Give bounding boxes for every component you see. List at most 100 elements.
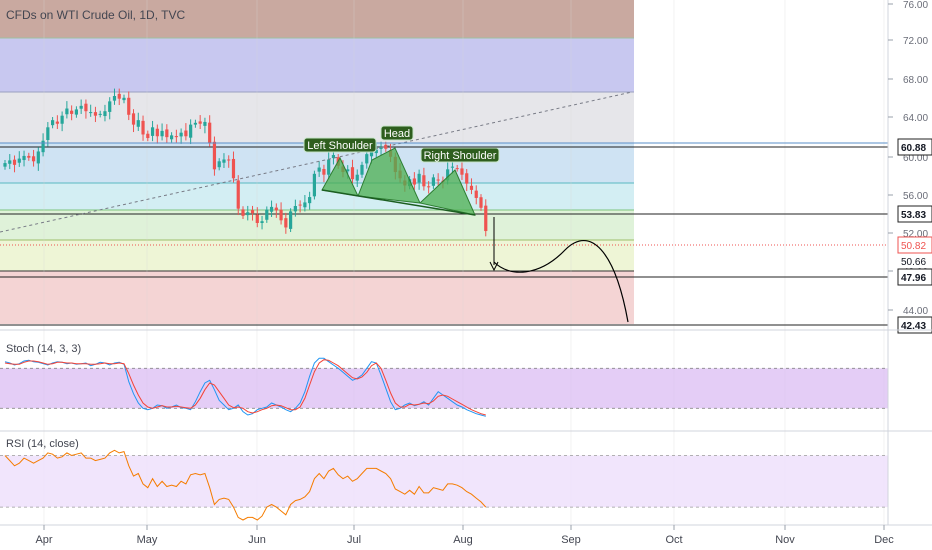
- candle-body: [222, 159, 226, 163]
- candle-body: [279, 209, 283, 221]
- candle-body: [427, 186, 431, 188]
- candle-body: [174, 136, 178, 138]
- candle-body: [41, 140, 45, 153]
- candle-body: [450, 166, 455, 168]
- band-yellow: [0, 240, 634, 271]
- candle-body: [31, 156, 36, 162]
- candle-body: [98, 113, 102, 115]
- annotation-label: Head: [384, 128, 410, 140]
- rsi-band: [0, 455, 888, 508]
- time-tick-label: Apr: [35, 534, 52, 546]
- price-level-box: [897, 205, 932, 223]
- time-tick-label: Jul: [347, 534, 361, 546]
- candle-body: [3, 163, 7, 167]
- candle-body: [8, 160, 12, 164]
- candle-body: [369, 152, 374, 157]
- stoch-k-line: [4, 357, 486, 417]
- horizontal-levels: [0, 146, 900, 326]
- neckline: [321, 189, 476, 216]
- candle-body: [265, 209, 269, 220]
- candle-body: [231, 158, 236, 179]
- candle-body: [350, 167, 355, 180]
- candle-body: [70, 110, 74, 114]
- candle-body: [127, 97, 131, 115]
- gridlines: [43, 0, 885, 525]
- annotation-box: [380, 125, 414, 141]
- candle-body: [460, 168, 464, 175]
- candle-body: [203, 121, 207, 126]
- band-red: [0, 271, 634, 324]
- candle-body: [22, 155, 26, 161]
- price-tick-label: 72.00: [903, 36, 928, 47]
- candle-body: [236, 180, 240, 209]
- candle-body: [365, 154, 369, 164]
- candle-body: [141, 120, 145, 135]
- time-tick-label: Jun: [248, 534, 266, 546]
- annotation-box: [303, 137, 377, 153]
- candle-body: [260, 221, 264, 223]
- band-top: [0, 0, 634, 38]
- candle-body: [74, 109, 78, 115]
- candle-body: [246, 212, 250, 216]
- candle-body: [250, 210, 255, 214]
- candle-body: [303, 202, 307, 208]
- price-level-box: [897, 268, 932, 286]
- candle-body: [312, 173, 316, 197]
- price-level-label: 60.88: [901, 143, 926, 154]
- candle-body: [446, 169, 450, 181]
- price-tick-label: 56.00: [903, 191, 928, 202]
- candle-body: [422, 175, 426, 187]
- candle-body: [474, 190, 478, 198]
- current-price-label: 50.82: [901, 241, 926, 252]
- price-level-label: 53.83: [901, 210, 926, 221]
- pattern-shape: [357, 147, 421, 204]
- candle-body: [112, 96, 117, 101]
- candle-body: [103, 111, 107, 117]
- projection-curve-path: [493, 239, 629, 323]
- candle-body: [289, 211, 293, 229]
- candle-body: [136, 120, 140, 127]
- candle-body: [60, 115, 64, 124]
- candle-body: [293, 206, 297, 212]
- candle-body: [484, 205, 488, 232]
- candle-body: [412, 178, 416, 185]
- candle-body: [93, 112, 98, 116]
- candle-body: [227, 159, 231, 161]
- time-tick-label: Nov: [775, 534, 795, 546]
- current-price-box: [897, 236, 932, 254]
- candle-body: [122, 97, 126, 101]
- candle-body: [155, 128, 159, 137]
- band-green: [0, 210, 634, 240]
- price-tick-label: 44.00: [903, 306, 928, 317]
- candle-body: [241, 209, 245, 216]
- chart-title: CFDs on WTI Crude Oil, 1D, TVC: [6, 8, 185, 22]
- candle-body: [298, 204, 302, 206]
- candle-body: [469, 185, 474, 190]
- candle-body: [374, 149, 378, 154]
- candle-body: [89, 112, 93, 114]
- candle-body: [117, 93, 121, 99]
- time-tick-label: Aug: [453, 534, 473, 546]
- rsi-panel: 75.0050.0025.00: [0, 445, 928, 521]
- time-tick-label: Dec: [874, 534, 894, 546]
- stoch-d-line: [4, 359, 486, 416]
- candle-body: [198, 121, 202, 124]
- candle-body: [12, 159, 17, 165]
- price-tick-label: 64.00: [903, 113, 928, 124]
- candle-body: [274, 207, 278, 211]
- candle-body: [331, 155, 336, 159]
- candle-body: [65, 108, 69, 115]
- candle-body: [193, 122, 197, 125]
- candle-body: [212, 141, 217, 170]
- candle-body: [355, 174, 359, 181]
- candle-body: [189, 124, 193, 138]
- candle-body: [108, 101, 112, 112]
- price-tick-label: 52.00: [903, 229, 928, 240]
- time-tick-label: May: [137, 534, 158, 546]
- candle-body: [346, 169, 350, 172]
- band-cyan: [0, 183, 634, 210]
- candle-body: [36, 151, 40, 164]
- candle-body: [479, 197, 483, 208]
- candle-body: [255, 214, 259, 223]
- candle-body: [322, 168, 326, 175]
